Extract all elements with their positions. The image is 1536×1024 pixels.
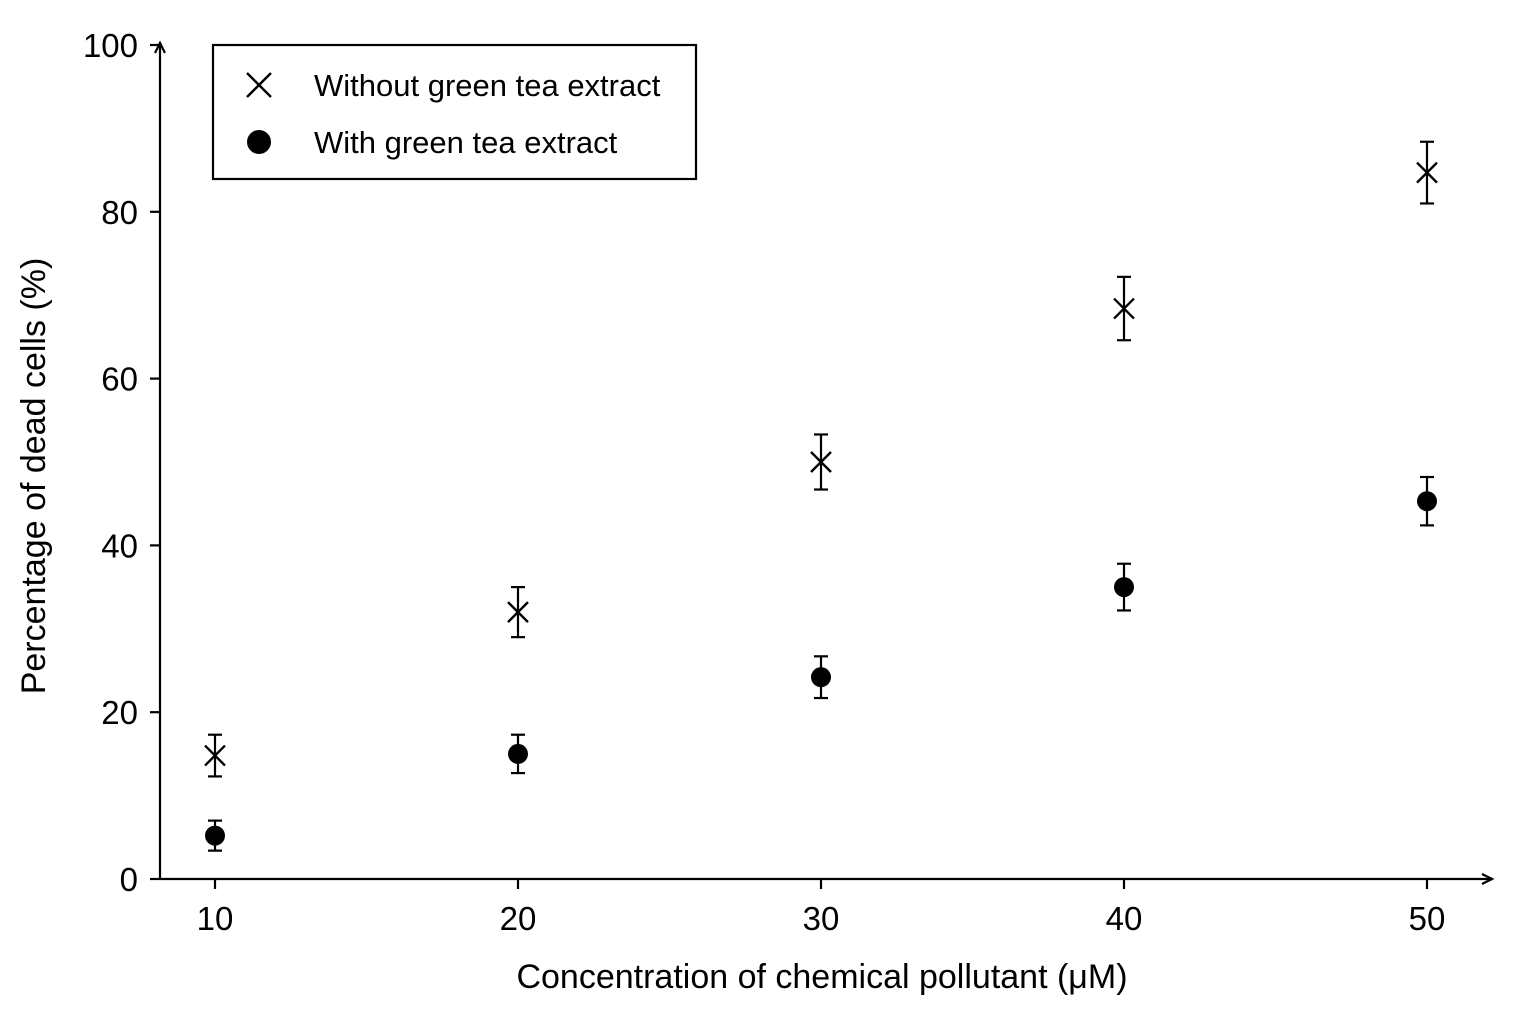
x-tick-label: 30 <box>803 900 840 937</box>
x-tick-label: 10 <box>197 900 234 937</box>
y-tick-label: 20 <box>101 694 138 731</box>
x-tick-label: 40 <box>1106 900 1143 937</box>
point-with <box>508 743 528 764</box>
y-tick-label: 80 <box>101 194 138 231</box>
y-tick-label: 60 <box>101 361 138 398</box>
cross-stroke <box>246 72 272 98</box>
legend-marker-with <box>247 130 271 154</box>
cross-stroke <box>507 601 529 623</box>
x-axis-arrow <box>1481 873 1495 885</box>
y-tick-label: 40 <box>101 527 138 564</box>
data-marks <box>204 140 1438 852</box>
point-without <box>810 451 832 473</box>
y-axis-arrow <box>154 40 166 54</box>
axes <box>154 40 1495 885</box>
y-tick-label: 100 <box>83 27 138 64</box>
legend-cross-icon <box>246 72 272 98</box>
point-without <box>1113 297 1135 320</box>
legend-label-with: With green tea extract <box>314 125 618 160</box>
cross-stroke <box>1113 297 1135 320</box>
point-with <box>1114 577 1134 598</box>
x-axis-title: Concentration of chemical pollutant (μM) <box>516 958 1127 996</box>
point-with <box>1417 491 1437 512</box>
cross-stroke <box>204 744 226 767</box>
legend-box <box>211 43 698 181</box>
legend: Without green tea extract With green tea… <box>211 43 698 181</box>
legend-marker-without <box>246 72 272 98</box>
x-tick-label: 50 <box>1409 900 1446 937</box>
point-without <box>1416 161 1438 184</box>
point-with <box>811 667 831 688</box>
cross-stroke <box>810 451 832 473</box>
y-tick-label: 0 <box>120 861 138 898</box>
point-with <box>205 825 225 846</box>
point-without <box>204 744 226 767</box>
point-without <box>507 601 529 623</box>
cross-stroke <box>1416 161 1438 184</box>
ticks: 0 20 40 60 80 100 10 20 30 40 50 <box>83 27 1445 937</box>
legend-dot-icon <box>247 130 271 154</box>
legend-label-without: Without green tea extract <box>314 68 661 103</box>
x-tick-label: 20 <box>500 900 537 937</box>
y-axis-title: Percentage of dead cells (%) <box>15 258 53 695</box>
